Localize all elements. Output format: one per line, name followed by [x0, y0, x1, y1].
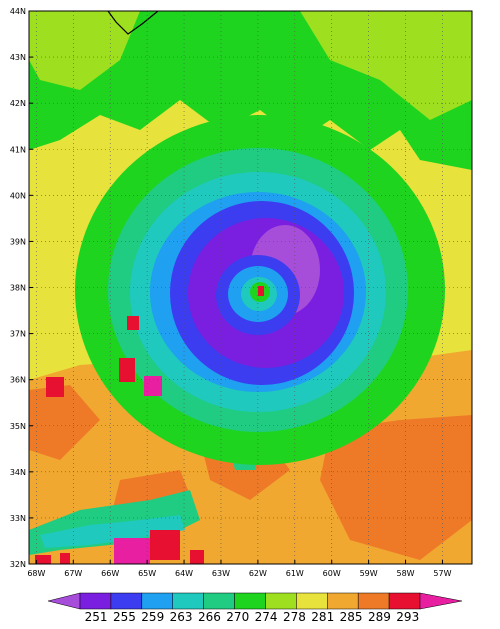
lon-tick-label: 58W	[397, 569, 415, 578]
lon-tick-label: 68W	[27, 569, 45, 578]
colorbar-over-arrow	[419, 592, 463, 610]
lat-tick-label: 40N	[10, 191, 26, 200]
hotspot-3	[127, 316, 139, 330]
lon-tick-label: 66W	[101, 569, 119, 578]
colorbar: 251 255 259 263 266 270 274 278 281 285 289 293	[47, 592, 463, 624]
colorbar-segment	[234, 592, 266, 610]
colorbar-tick-label: 270	[226, 610, 249, 624]
latitude-axis: 44N 43N 42N 41N 40N 39N 38N 37N 36N 35N 34N 33N 32N	[10, 7, 33, 569]
colorbar-segment	[203, 592, 235, 610]
lon-tick-label: 59W	[360, 569, 378, 578]
field-south-teal	[40, 515, 185, 548]
hotspot-8	[35, 555, 51, 564]
colorbar-tick-label: 293	[396, 610, 419, 624]
hotspot-4	[144, 376, 162, 396]
hotspot-2	[119, 358, 135, 382]
temperature-field	[29, 11, 472, 564]
colorbar-tick-label: 255	[113, 610, 136, 624]
hotspot-1	[46, 377, 64, 397]
lon-tick-label: 64W	[175, 569, 193, 578]
lon-tick-label: 63W	[212, 569, 230, 578]
hotspot-5	[114, 538, 150, 564]
lat-tick-label: 43N	[10, 53, 26, 62]
colorbar-under-arrow	[47, 592, 81, 610]
colorbar-segment	[296, 592, 328, 610]
hotspot-6	[150, 530, 180, 560]
colorbar-segment	[110, 592, 143, 610]
colorbar-tick-label: 274	[255, 610, 278, 624]
colorbar-segment	[388, 592, 421, 610]
storm-eye-red	[258, 286, 264, 296]
lon-tick-label: 65W	[138, 569, 156, 578]
colorbar-segment	[265, 592, 297, 610]
lon-tick-label: 61W	[286, 569, 304, 578]
lon-tick-label: 57W	[433, 569, 451, 578]
colorbar-tick-label: 278	[283, 610, 306, 624]
lat-tick-label: 42N	[10, 99, 26, 108]
colorbar-tick-label: 281	[311, 610, 334, 624]
colorbar-tick-label: 263	[170, 610, 193, 624]
lon-tick-label: 67W	[64, 569, 82, 578]
lat-tick-label: 36N	[10, 376, 26, 385]
lat-tick-label: 44N	[10, 7, 26, 16]
colorbar-segment	[79, 592, 112, 610]
colorbar-segment	[357, 592, 390, 610]
colorbar-tick-label: 251	[85, 610, 108, 624]
longitude-axis: 68W 67W 66W 65W 64W 63W 62W 61W 60W 59W 58W 57W	[27, 560, 452, 578]
lat-tick-label: 33N	[10, 514, 26, 523]
lat-tick-label: 32N	[10, 560, 26, 569]
gridlines	[29, 11, 472, 564]
lat-tick-label: 39N	[10, 237, 26, 246]
colorbar-tick-label: 289	[368, 610, 391, 624]
colorbar-tick-label: 259	[141, 610, 164, 624]
lat-tick-label: 35N	[10, 422, 26, 431]
lat-tick-label: 34N	[10, 468, 26, 477]
colorbar-segment	[327, 592, 359, 610]
colorbar-tick-label: 285	[340, 610, 363, 624]
hotspot-7	[190, 550, 204, 564]
lat-tick-label: 37N	[10, 330, 26, 339]
field-north-yellowgreen	[29, 11, 472, 120]
hotspot-9	[60, 553, 70, 564]
lon-tick-label: 60W	[323, 569, 341, 578]
colorbar-segment	[141, 592, 173, 610]
colorbar-tick-label: 266	[198, 610, 221, 624]
lat-tick-label: 38N	[10, 284, 26, 293]
lon-tick-label: 62W	[249, 569, 267, 578]
colorbar-segment	[172, 592, 204, 610]
lat-tick-label: 41N	[10, 145, 26, 154]
